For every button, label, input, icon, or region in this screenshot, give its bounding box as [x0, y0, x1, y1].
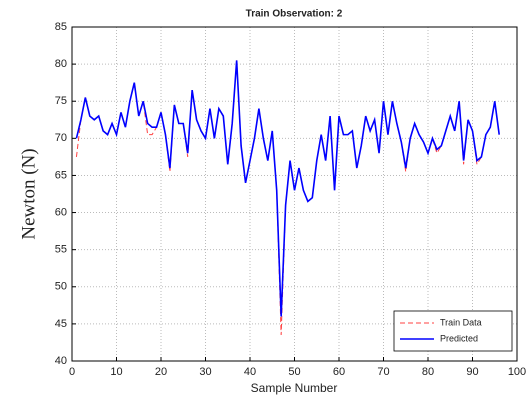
x-axis-label: Sample Number	[251, 381, 338, 395]
x-tick-label: 60	[333, 366, 345, 378]
x-tick-label: 20	[155, 366, 167, 378]
y-tick-label: 85	[55, 21, 67, 33]
legend-label: Predicted	[440, 333, 478, 343]
x-tick-label: 30	[199, 366, 211, 378]
y-tick-label: 70	[55, 132, 67, 144]
plot-area	[72, 27, 517, 361]
x-tick-label: 90	[466, 366, 478, 378]
y-tick-label: 60	[55, 206, 67, 218]
y-tick-label: 50	[55, 281, 67, 293]
x-tick-label: 40	[244, 366, 256, 378]
legend-box	[393, 310, 513, 352]
legend-label: Train Data	[440, 317, 482, 327]
chart-title: Train Observation: 2	[246, 9, 343, 20]
y-tick-label: 40	[55, 355, 67, 367]
y-tick-label: 45	[55, 318, 67, 330]
x-tick-label: 50	[288, 366, 300, 378]
x-tick-label: 70	[377, 366, 389, 378]
data-line	[75, 60, 500, 317]
y-tick-label: 75	[55, 95, 67, 107]
x-tick-label: 10	[110, 366, 122, 378]
x-tick-label: 80	[422, 366, 434, 378]
y-tick-label: 55	[55, 244, 67, 256]
y-tick-label: 80	[55, 58, 67, 70]
y-tick-label: 65	[55, 169, 67, 181]
y-axis-label: Newton (N)	[18, 148, 39, 239]
x-tick-label: 0	[69, 366, 75, 378]
x-tick-label: 100	[508, 366, 526, 378]
lines	[75, 60, 500, 336]
